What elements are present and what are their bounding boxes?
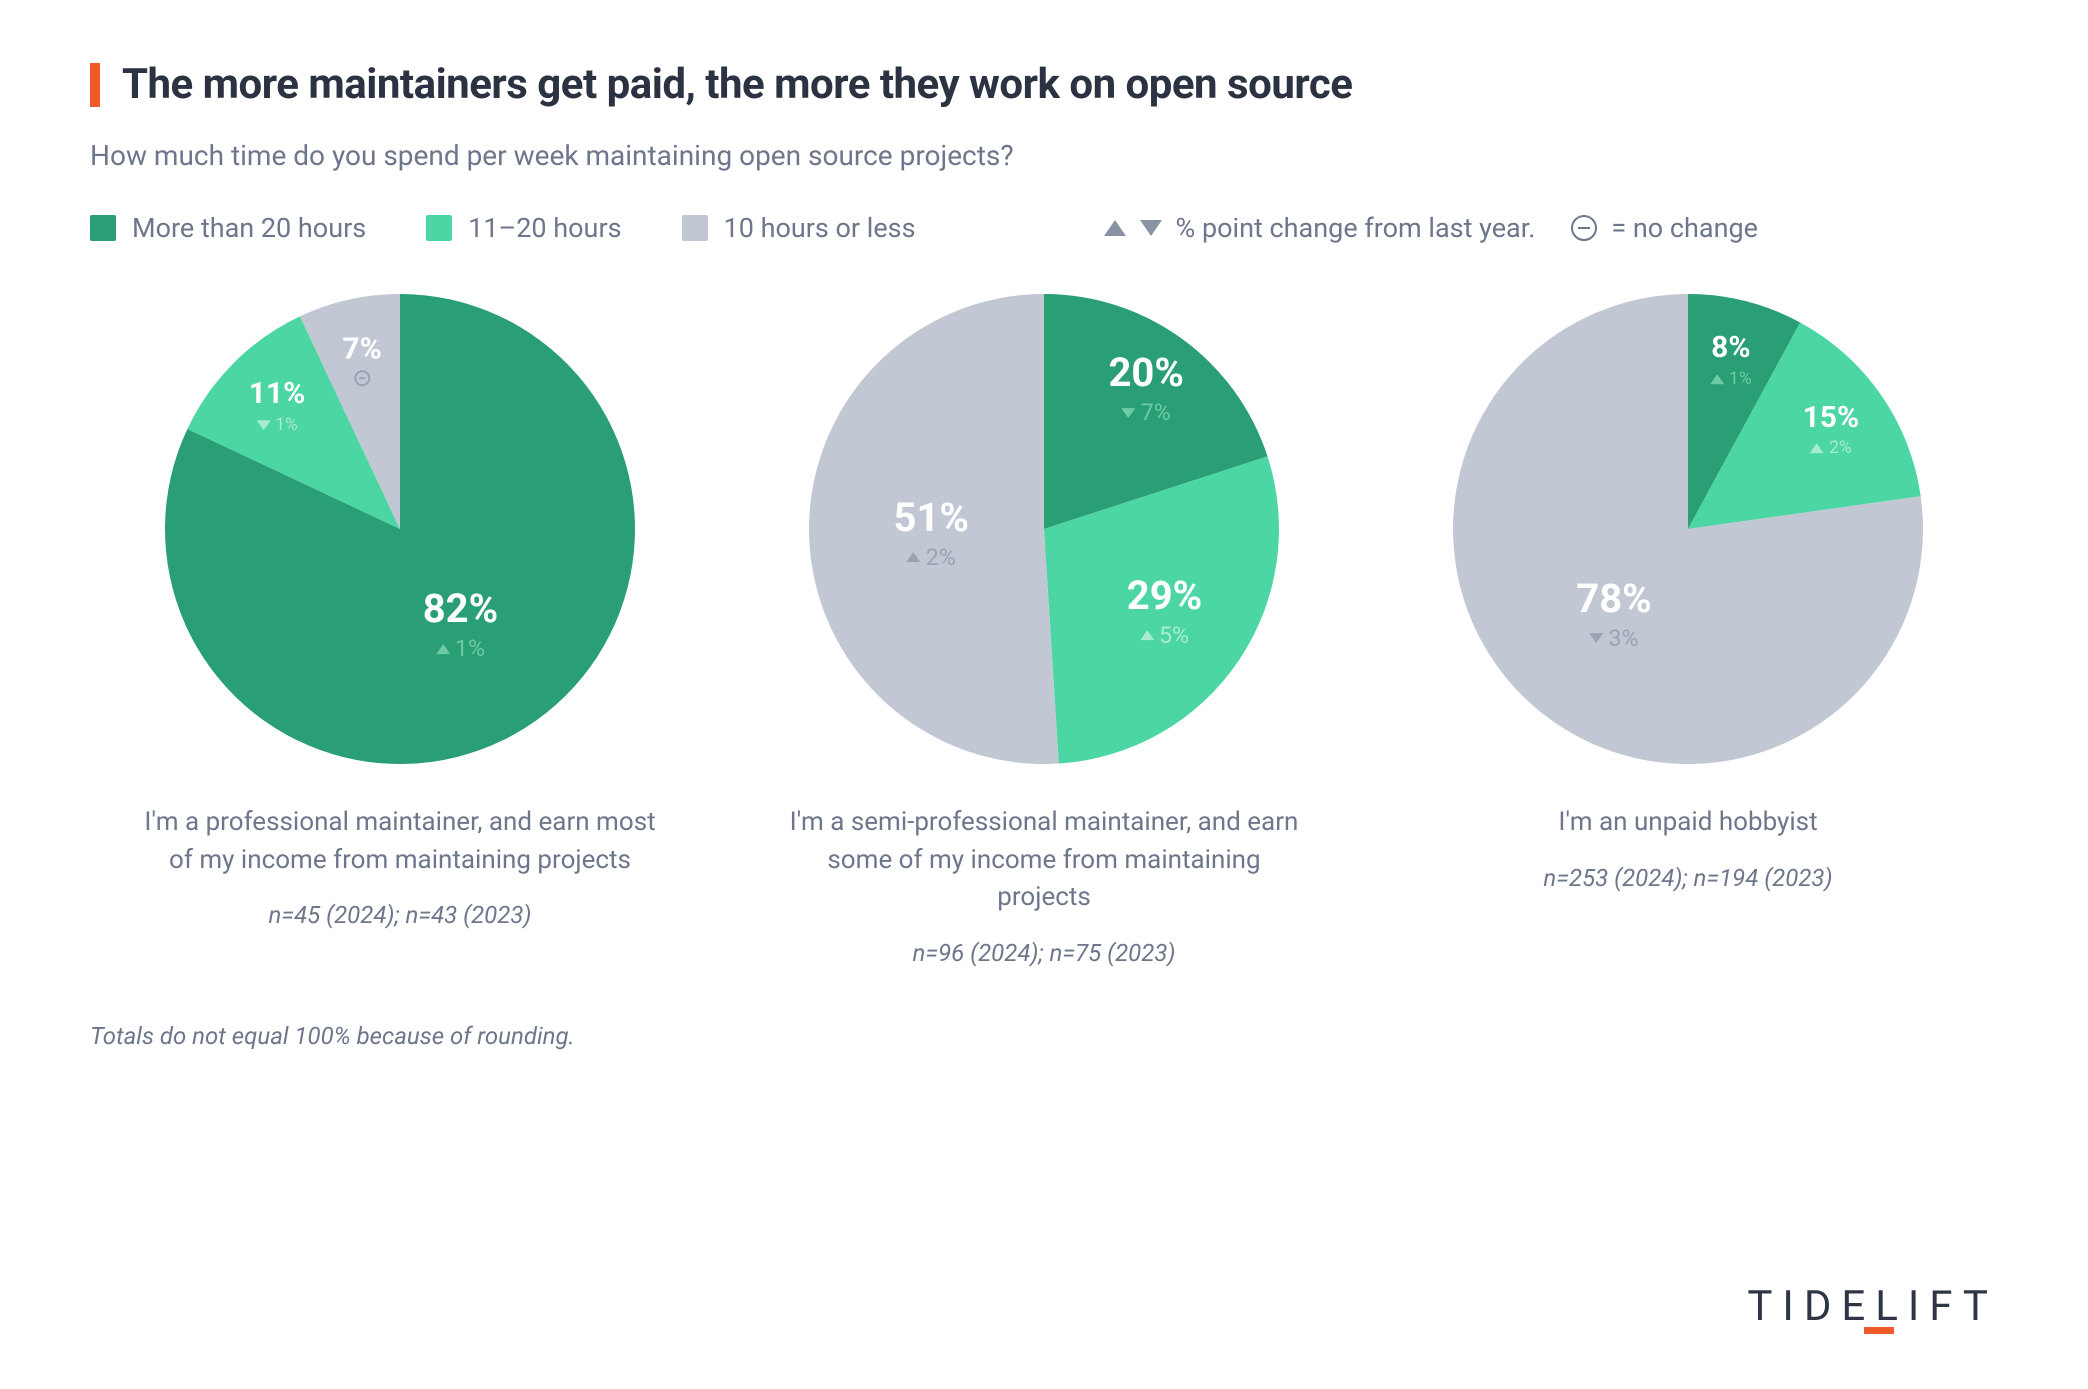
slice-pct: 78% — [1576, 576, 1651, 622]
slice-delta-text: 1% — [275, 415, 298, 435]
slice-delta: 1% — [249, 415, 306, 435]
panel-caption: I'm a semi-professional maintainer, and … — [784, 804, 1304, 917]
panel-n: n=96 (2024); n=75 (2023) — [912, 939, 1175, 967]
slice-delta-text: 2% — [926, 544, 956, 571]
up-triangle-icon — [907, 552, 921, 562]
legend: More than 20 hours 11–20 hours 10 hours … — [90, 212, 1998, 244]
legend-swatch-more20 — [90, 215, 116, 241]
pie-chart-1: 20%7%29%5%51%2% — [809, 294, 1279, 764]
slice-delta: 1% — [1710, 369, 1752, 389]
slice-pct: 51% — [894, 495, 969, 541]
up-triangle-icon — [1140, 630, 1154, 640]
slice-delta-text: 2% — [1829, 439, 1852, 459]
up-triangle-icon — [1710, 374, 1724, 384]
legend-swatch-low — [682, 215, 708, 241]
up-triangle-icon — [1810, 444, 1824, 454]
slice-delta: 3% — [1576, 625, 1651, 652]
slice-delta: 5% — [1127, 622, 1202, 649]
up-triangle-icon — [1104, 220, 1126, 236]
pie-panel-2: 8%1%15%2%78%3%I'm an unpaid hobbyistn=25… — [1388, 294, 1988, 967]
slice-delta-text: 5% — [1159, 622, 1189, 649]
slice-delta — [342, 370, 381, 386]
slice-pct: 15% — [1803, 401, 1860, 436]
title-row: The more maintainers get paid, the more … — [90, 60, 1998, 109]
slice-pct: 7% — [342, 333, 381, 368]
pie-chart-2: 8%1%15%2%78%3% — [1453, 294, 1923, 764]
slice-pct: 20% — [1108, 350, 1183, 396]
pie-panel-1: 20%7%29%5%51%2%I'm a semi-professional m… — [744, 294, 1344, 967]
slice-pct: 11% — [249, 377, 306, 412]
down-triangle-icon — [1589, 634, 1603, 644]
slice-label-low: 7% — [342, 333, 381, 387]
charts-row: 82%1%11%1%7%I'm a professional maintaine… — [90, 294, 1998, 967]
brand-underline — [1864, 1327, 1894, 1334]
slice-pct: 8% — [1710, 332, 1752, 367]
panel-n: n=253 (2024); n=194 (2023) — [1543, 864, 1832, 892]
slice-delta-text: 7% — [1141, 399, 1171, 426]
slice-pct: 82% — [423, 586, 498, 632]
legend-swatch-mid — [426, 215, 452, 241]
pie-panel-0: 82%1%11%1%7%I'm a professional maintaine… — [100, 294, 700, 967]
slice-label-more20: 82%1% — [423, 586, 498, 662]
slice-pct: 29% — [1127, 573, 1202, 619]
legend-label-more20: More than 20 hours — [132, 212, 366, 244]
slice-delta-text: 1% — [1729, 369, 1752, 389]
footnote: Totals do not equal 100% because of roun… — [90, 1022, 1998, 1050]
up-triangle-icon — [436, 644, 450, 654]
chart-subtitle: How much time do you spend per week main… — [90, 139, 1998, 172]
pie-chart-0: 82%1%11%1%7% — [165, 294, 635, 764]
panel-caption: I'm a professional maintainer, and earn … — [140, 804, 660, 879]
panel-caption: I'm an unpaid hobbyist — [1558, 804, 1817, 842]
legend-label-low: 10 hours or less — [724, 212, 916, 244]
slice-delta-text: 1% — [455, 635, 485, 662]
title-accent-bar — [90, 63, 100, 107]
legend-nochange-text: = no change — [1611, 212, 1758, 244]
nochange-icon — [354, 370, 370, 386]
panel-n: n=45 (2024); n=43 (2023) — [268, 901, 531, 929]
chart-title: The more maintainers get paid, the more … — [122, 60, 1352, 109]
slice-delta: 7% — [1108, 399, 1183, 426]
down-triangle-icon — [1140, 220, 1162, 236]
slice-label-more20: 8%1% — [1710, 332, 1752, 390]
slice-delta: 2% — [1803, 439, 1860, 459]
down-triangle-icon — [1122, 408, 1136, 418]
down-triangle-icon — [256, 420, 270, 430]
slice-label-mid: 15%2% — [1803, 401, 1860, 459]
legend-change-text: % point change from last year. — [1176, 212, 1536, 244]
slice-label-low: 51%2% — [894, 495, 969, 571]
chart-container: The more maintainers get paid, the more … — [0, 0, 2088, 1389]
slice-delta-text: 3% — [1608, 625, 1638, 652]
slice-label-mid: 11%1% — [249, 377, 306, 435]
legend-label-mid: 11–20 hours — [468, 212, 621, 244]
nochange-icon — [1571, 215, 1597, 241]
slice-label-more20: 20%7% — [1108, 350, 1183, 426]
slice-label-mid: 29%5% — [1127, 573, 1202, 649]
slice-label-low: 78%3% — [1576, 576, 1651, 652]
brand-logo: TIDELIFT — [1747, 1282, 1998, 1334]
brand-text: TIDELIFT — [1747, 1282, 1998, 1331]
slice-delta: 2% — [894, 544, 969, 571]
slice-delta: 1% — [423, 635, 498, 662]
